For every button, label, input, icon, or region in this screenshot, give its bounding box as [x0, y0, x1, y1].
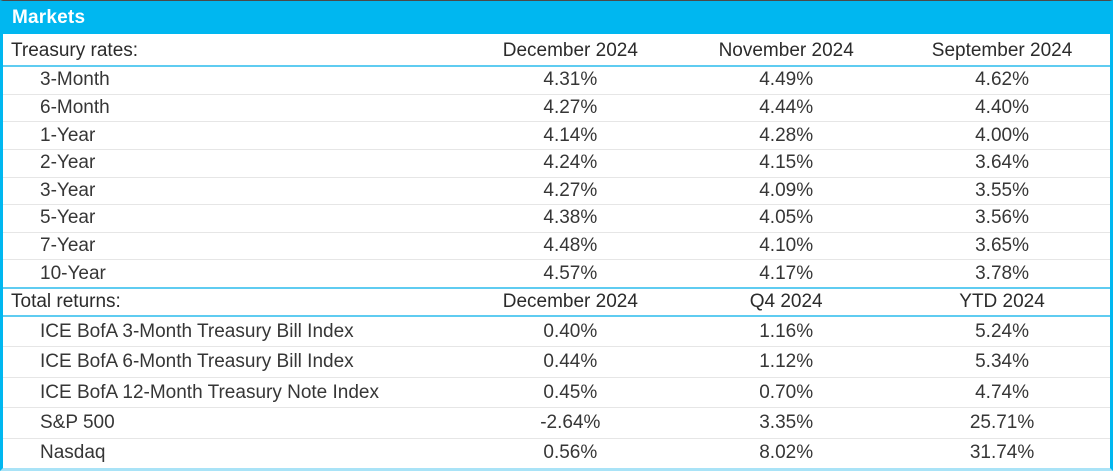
row-value: 5.24% [975, 320, 1029, 342]
row-value: 4.09% [759, 179, 814, 201]
row-value: 0.45% [543, 381, 598, 403]
row-value: 31.74% [969, 442, 1035, 464]
row-value: 8.02% [759, 442, 814, 464]
row-value: 4.14% [543, 124, 598, 146]
row-value: 3.78% [975, 262, 1029, 284]
row-label: 2-Year [40, 152, 96, 174]
row-value: 4.27% [543, 96, 598, 118]
row-value: 3.64% [975, 152, 1029, 174]
row-label: 3-Month [40, 69, 110, 91]
row-value: 0.70% [759, 381, 814, 403]
row-value: 4.31% [543, 69, 598, 91]
treasury-rates-header-row: Treasury rates: December 2024 November 2… [3, 37, 1110, 67]
row-value: 4.40% [975, 96, 1029, 118]
row-value: 4.05% [759, 207, 814, 229]
row-value: 3.65% [975, 235, 1029, 257]
table-row-sp-500: S&P 500 -2.64% 3.35% 25.71% [3, 408, 1110, 439]
total-returns-body: ICE BofA 3-Month Treasury Bill Index 0.4… [3, 317, 1110, 468]
row-value: 1.12% [759, 351, 814, 373]
row-value: 4.62% [975, 69, 1029, 91]
row-value: 4.24% [543, 152, 598, 174]
row-label: 1-Year [40, 124, 96, 146]
table-row-nasdaq: Nasdaq 0.56% 8.02% 31.74% [3, 439, 1110, 468]
column-header-q4-2024: Q4 2024 [749, 291, 823, 312]
table-row-5-year: 5-Year 4.38% 4.05% 3.56% [3, 205, 1110, 233]
table-row-ice-bofa-12-month: ICE BofA 12-Month Treasury Note Index 0.… [3, 378, 1110, 409]
title-gap [3, 34, 1110, 37]
row-value: 4.00% [975, 124, 1029, 146]
row-value: 3.35% [759, 411, 814, 433]
row-label: ICE BofA 6-Month Treasury Bill Index [40, 351, 354, 373]
column-header-september-2024: September 2024 [931, 40, 1073, 61]
row-value: 4.48% [543, 235, 598, 257]
returns-section-label: Total returns: [11, 291, 121, 312]
column-header-november-2024: November 2024 [718, 40, 854, 61]
row-label: S&P 500 [40, 411, 115, 433]
row-label: ICE BofA 12-Month Treasury Note Index [40, 381, 380, 403]
table-row-10-year: 10-Year 4.57% 4.17% 3.78% [3, 260, 1110, 287]
column-header-december-2024: December 2024 [502, 291, 638, 312]
table-row-2-year: 2-Year 4.24% 4.15% 3.64% [3, 150, 1110, 178]
table-row-7-year: 7-Year 4.48% 4.10% 3.65% [3, 233, 1110, 261]
row-label: 10-Year [40, 262, 106, 284]
row-label: 6-Month [40, 96, 110, 118]
total-returns-header-row: Total returns: December 2024 Q4 2024 YTD… [3, 287, 1110, 317]
table-row-ice-bofa-6-month: ICE BofA 6-Month Treasury Bill Index 0.4… [3, 347, 1110, 378]
row-value: 0.56% [543, 442, 598, 464]
row-label: 5-Year [40, 207, 96, 229]
table-row-3-month: 3-Month 4.31% 4.49% 4.62% [3, 67, 1110, 95]
row-value: 4.44% [759, 96, 814, 118]
row-value: 25.71% [969, 411, 1035, 433]
row-label: ICE BofA 3-Month Treasury Bill Index [40, 320, 354, 342]
row-value: 4.27% [543, 179, 598, 201]
row-label: Nasdaq [40, 442, 106, 464]
row-value: -2.64% [540, 411, 601, 433]
table-row-ice-bofa-3-month: ICE BofA 3-Month Treasury Bill Index 0.4… [3, 317, 1110, 348]
row-value: 4.38% [543, 207, 598, 229]
table-title: Markets [3, 1, 1110, 34]
row-value: 5.34% [975, 351, 1029, 373]
row-value: 4.28% [759, 124, 814, 146]
row-value: 4.57% [543, 262, 598, 284]
row-label: 7-Year [40, 235, 96, 257]
row-value: 3.56% [975, 207, 1029, 229]
row-label: 3-Year [40, 179, 96, 201]
column-header-december-2024: December 2024 [502, 40, 638, 61]
row-value: 4.10% [759, 235, 814, 257]
row-value: 4.15% [759, 152, 814, 174]
table-row-6-month: 6-Month 4.27% 4.44% 4.40% [3, 95, 1110, 123]
row-value: 3.55% [975, 179, 1029, 201]
row-value: 4.74% [975, 381, 1029, 403]
column-header-ytd-2024: YTD 2024 [959, 291, 1045, 312]
table-row-3-year: 3-Year 4.27% 4.09% 3.55% [3, 178, 1110, 206]
row-value: 4.49% [759, 69, 814, 91]
treasury-rates-body: 3-Month 4.31% 4.49% 4.62% 6-Month 4.27% … [3, 67, 1110, 287]
row-value: 4.17% [759, 262, 814, 284]
row-value: 0.44% [543, 351, 598, 373]
row-value: 0.40% [543, 320, 598, 342]
table-row-1-year: 1-Year 4.14% 4.28% 4.00% [3, 122, 1110, 150]
treasury-section-label: Treasury rates: [11, 40, 139, 61]
row-value: 1.16% [759, 320, 814, 342]
